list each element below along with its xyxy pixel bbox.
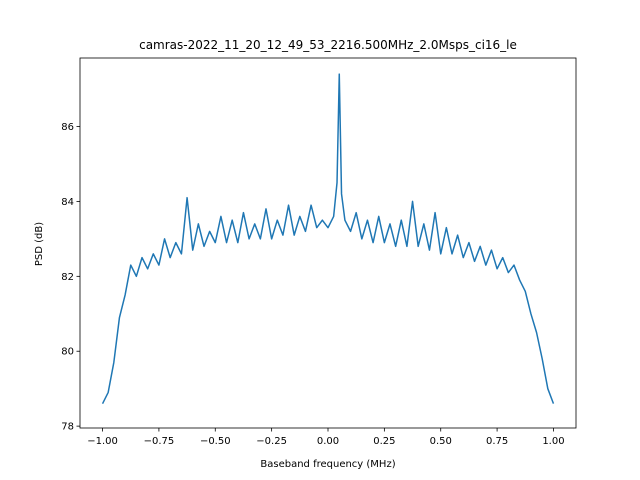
y-tick-label: 78 — [61, 422, 74, 433]
x-tick-label: 0.50 — [430, 436, 452, 447]
y-tick-label: 80 — [61, 347, 74, 358]
y-tick-label: 82 — [61, 272, 74, 283]
x-tick-label: 0.25 — [373, 436, 395, 447]
x-tick-label: 0.00 — [317, 436, 339, 447]
x-tick-label: 1.00 — [542, 436, 564, 447]
y-tick-label: 84 — [61, 197, 74, 208]
x-tick-label: −0.50 — [200, 436, 231, 447]
x-tick-label: 0.75 — [486, 436, 508, 447]
data-line — [101, 73, 555, 404]
x-axis-label: Baseband frequency (MHz) — [260, 459, 395, 470]
plot-frame — [79, 57, 577, 429]
x-tick-label: −0.75 — [144, 436, 175, 447]
y-axis-label: PSD (dB) — [34, 222, 45, 266]
chart-title: camras-2022_11_20_12_49_53_2216.500MHz_2… — [139, 38, 517, 52]
x-tick-label: −0.25 — [256, 436, 287, 447]
x-tick-label: −1.00 — [87, 436, 118, 447]
y-tick-label: 86 — [61, 122, 74, 133]
